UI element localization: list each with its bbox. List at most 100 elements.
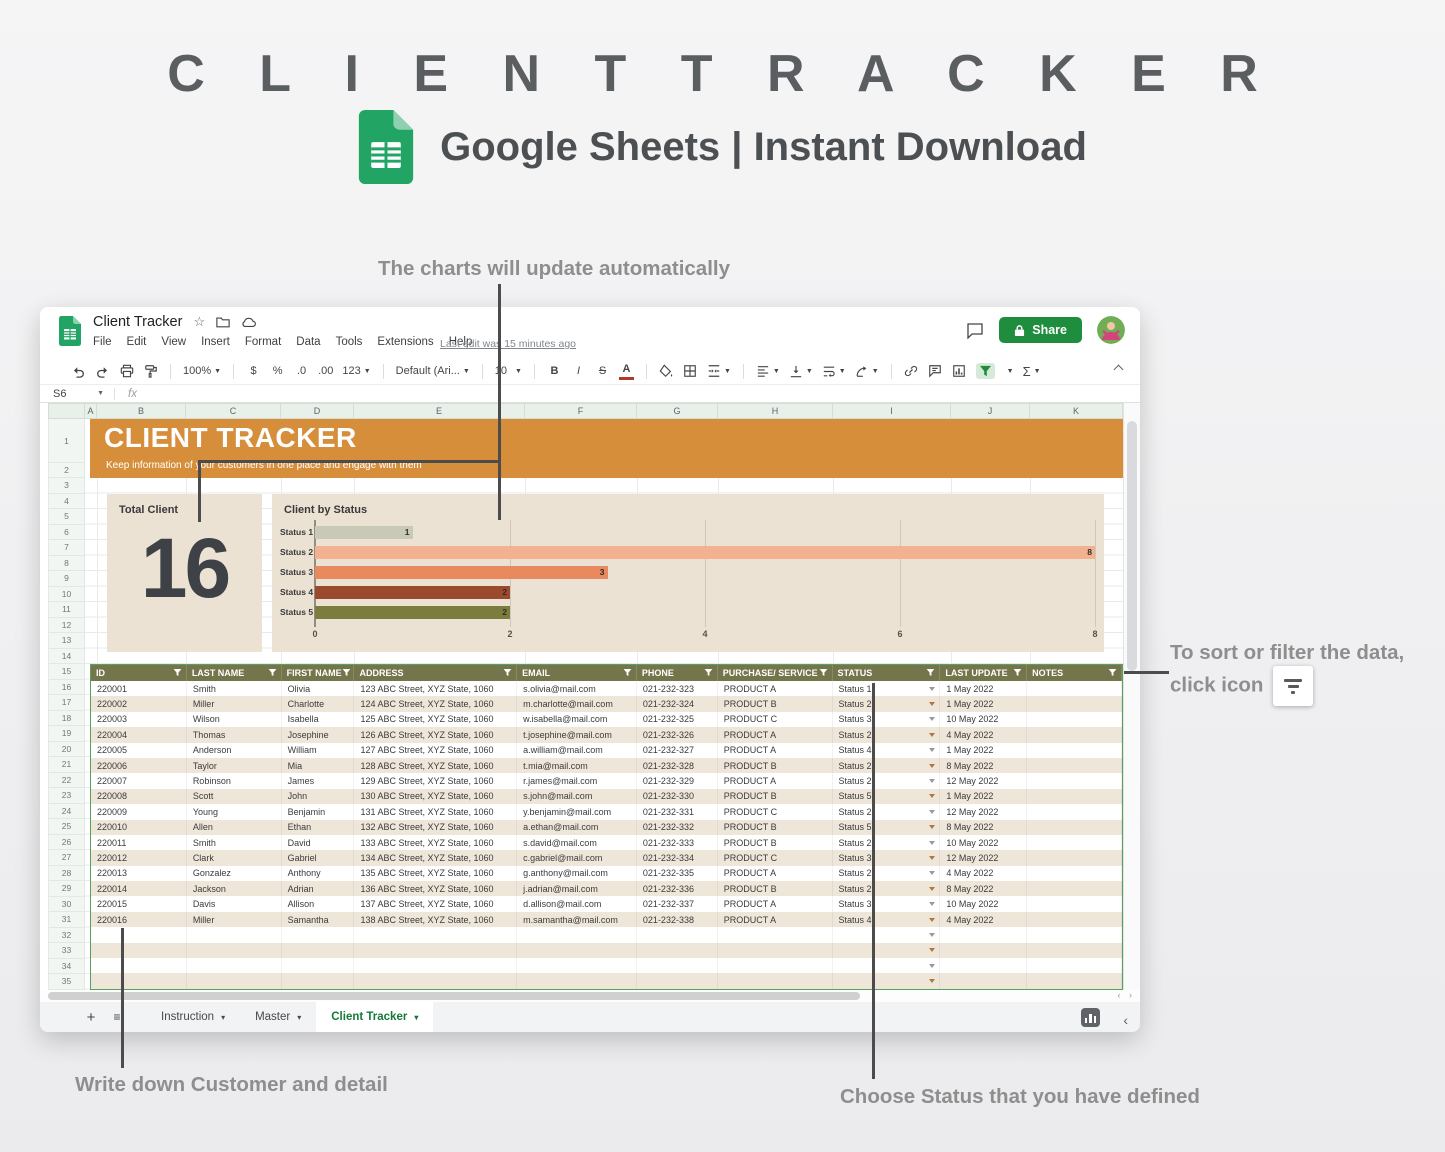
cell[interactable]: 021-232-326 xyxy=(637,727,718,743)
table-header-8[interactable]: LAST UPDATE xyxy=(940,665,1028,681)
horizontal-scrollbar[interactable]: ‹ › xyxy=(40,990,1140,1002)
share-button[interactable]: Share xyxy=(999,317,1082,343)
cell[interactable]: 124 ABC Street, XYZ State, 1060 xyxy=(354,696,518,712)
cell[interactable]: m.charlotte@mail.com xyxy=(517,696,637,712)
table-header-5[interactable]: PHONE xyxy=(637,665,718,681)
cell[interactable]: 131 ABC Street, XYZ State, 1060 xyxy=(354,804,518,820)
row-header-22[interactable]: 22 xyxy=(48,772,85,788)
chart-bar[interactable]: 8 xyxy=(315,545,1095,559)
functions-button[interactable]: Σ ▼ xyxy=(1022,363,1041,379)
status-dropdown-icon[interactable] xyxy=(929,763,936,768)
cell[interactable] xyxy=(833,927,941,943)
column-header-D[interactable]: D xyxy=(281,403,354,419)
tab-master[interactable]: Master ▾ xyxy=(240,1002,316,1032)
table-header-6[interactable]: PURCHASE/ SERVICE xyxy=(718,665,833,681)
cell[interactable]: 021-232-325 xyxy=(637,711,718,728)
scroll-arrows[interactable]: ‹ › xyxy=(1117,990,1135,1000)
row-header-16[interactable]: 16 xyxy=(48,679,85,695)
cell[interactable]: 021-232-327 xyxy=(637,742,718,758)
all-sheets-icon[interactable]: ≡ xyxy=(113,1010,121,1024)
cell[interactable]: Gabriel xyxy=(282,850,355,866)
cell[interactable]: 8 May 2022 xyxy=(940,757,1028,774)
format-percent-button[interactable]: % xyxy=(272,365,283,377)
add-sheet-button[interactable]: + xyxy=(86,1008,96,1026)
vertical-align-icon[interactable]: ▼ xyxy=(789,362,813,380)
cell[interactable]: PRODUCT B xyxy=(718,881,833,897)
cell[interactable]: Status 2 xyxy=(833,865,941,882)
cell[interactable]: PRODUCT A xyxy=(718,681,833,697)
cell[interactable]: Status 3 xyxy=(833,850,941,866)
status-dropdown-icon[interactable] xyxy=(929,825,936,830)
vertical-scrollbar-thumb[interactable] xyxy=(1127,421,1137,671)
status-dropdown-icon[interactable] xyxy=(929,686,936,691)
star-icon[interactable]: ☆ xyxy=(193,314,206,329)
cell[interactable] xyxy=(718,958,833,974)
cell[interactable]: 021-232-334 xyxy=(637,850,718,866)
cell[interactable]: t.josephine@mail.com xyxy=(517,727,637,743)
cell[interactable] xyxy=(1027,788,1122,805)
cell[interactable] xyxy=(1027,773,1122,789)
cell[interactable] xyxy=(637,973,718,989)
cell[interactable] xyxy=(833,973,941,989)
menu-view[interactable]: View xyxy=(161,336,187,348)
table-header-3[interactable]: ADDRESS xyxy=(354,665,518,681)
row-header-31[interactable]: 31 xyxy=(48,912,85,928)
cell[interactable]: Status 3 xyxy=(833,711,941,728)
cell[interactable]: Benjamin xyxy=(282,804,355,820)
cell[interactable]: Status 2 xyxy=(833,757,941,774)
cell[interactable] xyxy=(718,942,833,959)
row-header-13[interactable]: 13 xyxy=(48,633,85,649)
cell[interactable]: w.isabella@mail.com xyxy=(517,711,637,728)
column-header-H[interactable]: H xyxy=(718,403,833,419)
chevron-left-icon[interactable]: ‹ xyxy=(1123,1012,1128,1028)
table-header-9[interactable]: NOTES xyxy=(1027,665,1122,681)
cell[interactable]: 220013 xyxy=(91,865,187,882)
cell[interactable]: 021-232-330 xyxy=(637,788,718,805)
insert-link-icon[interactable] xyxy=(904,362,919,380)
menu-extensions[interactable]: Extensions xyxy=(377,336,434,348)
cell[interactable] xyxy=(1027,958,1122,974)
cell[interactable] xyxy=(1027,742,1122,758)
cell[interactable]: 021-232-324 xyxy=(637,696,718,712)
cell[interactable]: 10 May 2022 xyxy=(940,896,1028,912)
column-header-E[interactable]: E xyxy=(354,403,525,419)
cell[interactable] xyxy=(517,942,637,959)
cell[interactable]: 137 ABC Street, XYZ State, 1060 xyxy=(354,896,518,912)
status-dropdown-icon[interactable] xyxy=(929,963,936,968)
row-header-12[interactable]: 12 xyxy=(48,617,85,633)
horizontal-align-icon[interactable]: ▼ xyxy=(756,362,780,380)
cell[interactable]: 021-232-338 xyxy=(637,911,718,928)
cell[interactable]: Status 1 xyxy=(833,681,941,697)
cell[interactable]: PRODUCT A xyxy=(718,727,833,743)
row-header-29[interactable]: 29 xyxy=(48,881,85,897)
cell[interactable]: 12 May 2022 xyxy=(940,773,1028,789)
cell[interactable]: 220003 xyxy=(91,711,187,728)
cell[interactable] xyxy=(1027,727,1122,743)
cell[interactable]: 220004 xyxy=(91,727,187,743)
cell[interactable]: 1 May 2022 xyxy=(940,681,1028,697)
cell[interactable] xyxy=(1027,681,1122,697)
cell[interactable]: 133 ABC Street, XYZ State, 1060 xyxy=(354,834,518,851)
cell[interactable]: PRODUCT B xyxy=(718,696,833,712)
cell[interactable]: Allison xyxy=(282,896,355,912)
bold-button[interactable]: B xyxy=(550,365,559,377)
cell[interactable]: 138 ABC Street, XYZ State, 1060 xyxy=(354,911,518,928)
cell[interactable]: Smith xyxy=(187,681,282,697)
cell[interactable]: 220016 xyxy=(91,911,187,928)
cell[interactable]: g.anthony@mail.com xyxy=(517,865,637,882)
cell[interactable]: Allen xyxy=(187,819,282,835)
cell[interactable]: a.ethan@mail.com xyxy=(517,819,637,835)
cell[interactable]: 8 May 2022 xyxy=(940,819,1028,835)
status-dropdown-icon[interactable] xyxy=(929,702,936,707)
column-header-F[interactable]: F xyxy=(525,403,637,419)
cell[interactable] xyxy=(940,942,1028,959)
cloud-status-icon[interactable] xyxy=(241,317,257,328)
menu-edit[interactable]: Edit xyxy=(126,336,147,348)
cell[interactable] xyxy=(517,958,637,974)
row-header-10[interactable]: 10 xyxy=(48,586,85,602)
menu-format[interactable]: Format xyxy=(244,336,282,348)
cell[interactable]: 220005 xyxy=(91,742,187,758)
cell[interactable]: Status 3 xyxy=(833,896,941,912)
menu-tools[interactable]: Tools xyxy=(335,336,363,348)
cell[interactable]: PRODUCT A xyxy=(718,742,833,758)
